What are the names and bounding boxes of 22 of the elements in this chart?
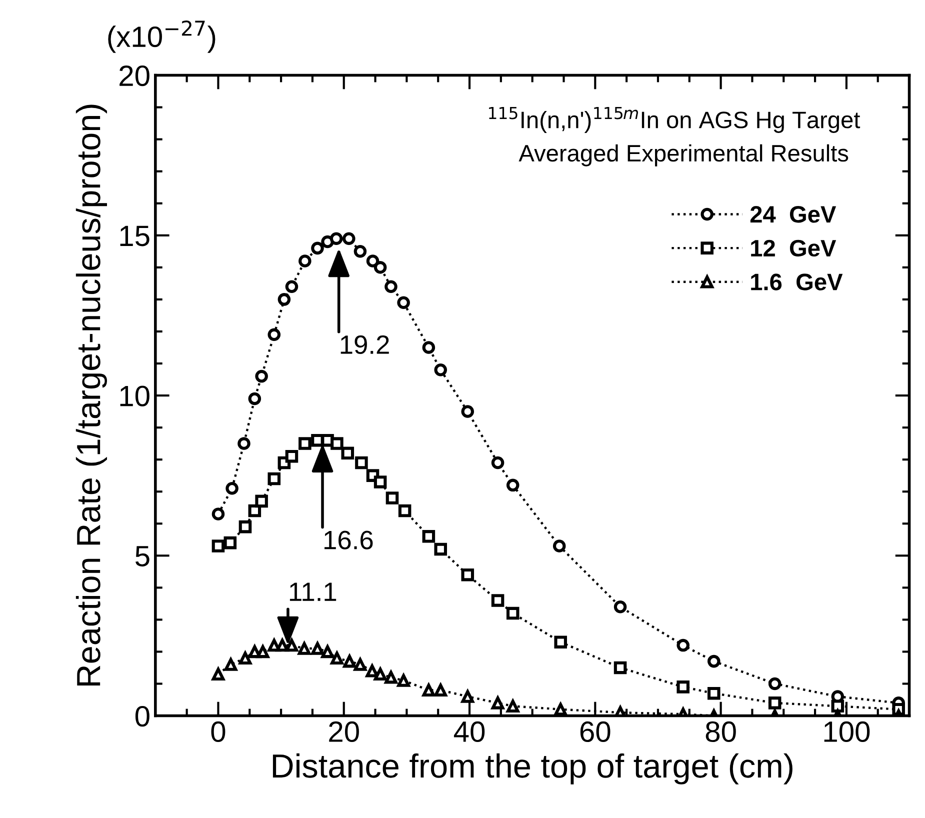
x-tick-label: 0 (211, 721, 226, 742)
x-tick-label: 100 (824, 721, 870, 742)
x-tick-label: 80 (706, 721, 736, 742)
x-tick-label: 20 (329, 721, 359, 742)
annotation: 16.6 (324, 530, 373, 550)
legend-label: 12 GeV (751, 240, 836, 257)
text: (x10$^{−27}$) (108, 20, 216, 53)
x-axis-title: Distance from the top of target (cm) (272, 753, 792, 784)
text: $^{115}$In(n,n')$^{115m}$In on AGS Hg Target (489, 106, 860, 133)
annotation: 11.1 (290, 582, 336, 601)
legend-label: 24 GeV (750, 206, 836, 223)
y-tick-label: 10 (120, 386, 150, 406)
x-tick-label: 40 (454, 721, 485, 742)
y-tick-label: 20 (120, 65, 150, 86)
y-axis-title: Reaction Rate (1/target-nucleus/proton) (76, 104, 107, 686)
y-tick-label: 15 (120, 226, 150, 246)
text: Averaged Experimental Results (518, 144, 848, 166)
annotation: 19.2 (340, 335, 389, 354)
x-tick-label: 60 (580, 721, 610, 742)
legend-label: 1.6 GeV (751, 274, 843, 290)
y-tick-label: 0 (135, 706, 150, 727)
y-tick-label: 5 (135, 546, 150, 566)
